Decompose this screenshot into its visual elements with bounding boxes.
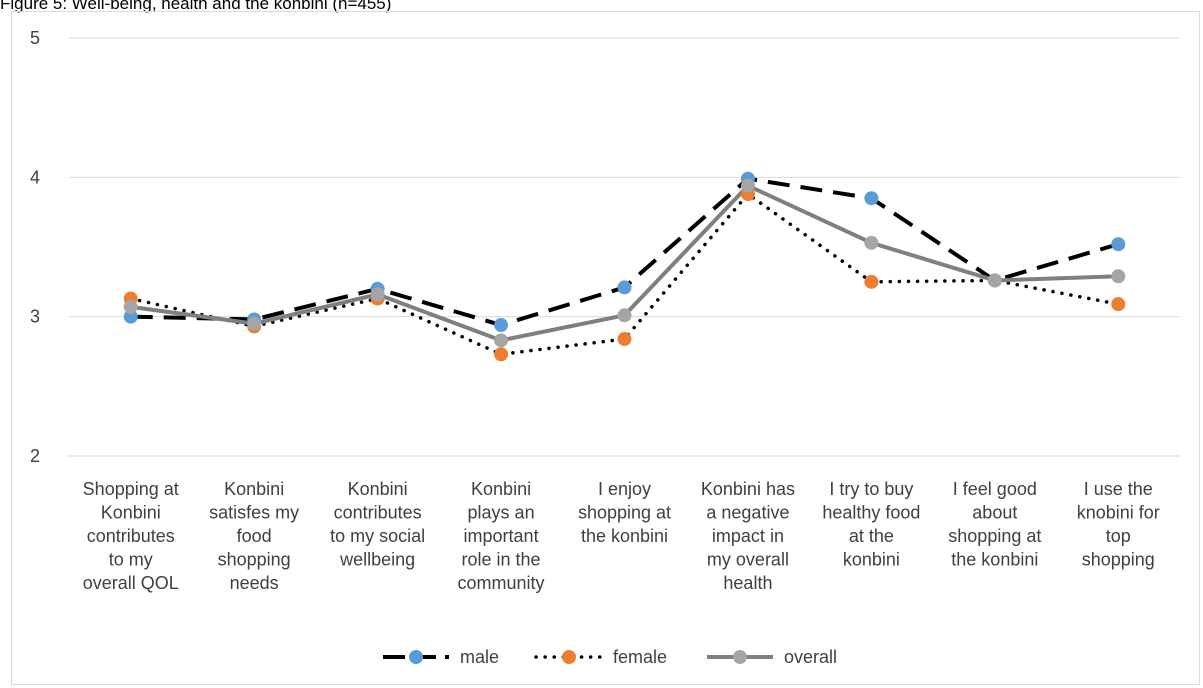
- series-line-male: [130, 176, 1119, 328]
- x-tick-label: Konbini contributes to my social wellbeing: [330, 479, 425, 570]
- chart-frame: [11, 11, 1200, 685]
- x-tick-label-line: the konbini: [581, 526, 668, 546]
- y-tick-label: 4: [30, 167, 40, 187]
- x-tick-label-line: Konbini: [348, 479, 408, 499]
- data-point-female: [1111, 297, 1126, 312]
- data-point-male: [123, 309, 138, 324]
- legend-marker-female: [562, 650, 576, 664]
- x-tick-label-line: shopping at: [948, 526, 1041, 546]
- x-tick-label: I feel good about shopping at the konbini: [948, 479, 1041, 570]
- x-tick-label: Konbini has a negative impact in my overall…: [701, 479, 795, 593]
- data-point-overall: [1111, 269, 1126, 284]
- data-point-male: [494, 318, 509, 333]
- x-tick-label-line: I try to buy: [829, 479, 913, 499]
- x-tick-label-line: Konbini: [471, 479, 531, 499]
- x-tick-label-line: at the: [849, 526, 894, 546]
- x-axis-labels: Shopping at Konbini contributes to my overal…: [83, 479, 1160, 593]
- x-tick-label-line: about: [972, 503, 1017, 523]
- x-tick-label-line: Konbini: [224, 479, 284, 499]
- x-tick-label-line: konbini: [843, 550, 900, 570]
- data-point-overall: [494, 333, 509, 348]
- data-point-female: [617, 331, 632, 346]
- x-tick-label: Konbini plays an important role in the commu…: [458, 479, 545, 593]
- data-point-male: [1111, 237, 1126, 252]
- data-point-overall: [617, 308, 632, 323]
- x-tick-label-line: food: [237, 526, 272, 546]
- x-tick-label-line: the konbini: [951, 550, 1038, 570]
- y-axis-ticks: 2 3 4 5: [30, 28, 40, 466]
- x-tick-label-line: to my social: [330, 526, 425, 546]
- legend-label-male: male: [460, 647, 499, 667]
- x-tick-label: Shopping at Konbini contributes to my overal…: [83, 479, 179, 593]
- x-tick-label: I enjoy shopping at the konbini: [578, 479, 671, 546]
- data-point-female: [864, 274, 879, 289]
- data-point-overall: [864, 235, 879, 250]
- chart-title: Figure 5: Well-being, health and the kon…: [0, 0, 392, 13]
- x-tick-label-line: I use the: [1084, 479, 1153, 499]
- y-tick-label: 2: [30, 446, 40, 466]
- x-tick-label-line: plays an: [468, 503, 535, 523]
- data-point-overall: [987, 273, 1002, 288]
- series-lines: [128, 176, 1121, 357]
- legend: male female overall: [383, 647, 837, 667]
- data-point-male: [864, 191, 879, 206]
- data-point-female: [494, 347, 509, 362]
- x-tick-label-line: my overall: [707, 550, 789, 570]
- x-tick-label-line: contributes: [87, 526, 175, 546]
- x-tick-label-line: I enjoy: [598, 479, 651, 499]
- series-line-female: [128, 192, 1121, 357]
- x-tick-label-line: role in the: [462, 550, 541, 570]
- x-tick-label-line: contributes: [334, 503, 422, 523]
- x-tick-label-line: community: [458, 573, 545, 593]
- x-tick-label-line: I feel good: [953, 479, 1037, 499]
- data-point-overall: [370, 287, 385, 302]
- y-tick-label: 5: [30, 28, 40, 48]
- x-tick-label-line: knobini for: [1077, 503, 1160, 523]
- legend-label-female: female: [613, 647, 667, 667]
- x-tick-label-line: satisfes my: [209, 503, 299, 523]
- x-tick-label-line: top: [1106, 526, 1131, 546]
- x-tick-label-line: important: [464, 526, 539, 546]
- series-markers: [123, 171, 1126, 362]
- x-tick-label-line: shopping at: [578, 503, 671, 523]
- x-tick-label: I use the knobini for top shopping: [1077, 479, 1160, 570]
- x-tick-label-line: to my: [109, 550, 153, 570]
- data-point-overall: [740, 178, 755, 193]
- x-tick-label-line: Konbini: [101, 503, 161, 523]
- legend-marker-overall: [733, 650, 747, 664]
- legend-marker-male: [409, 650, 423, 664]
- x-tick-label-line: shopping: [1082, 550, 1155, 570]
- x-tick-label-line: Konbini has: [701, 479, 795, 499]
- x-tick-label-line: Shopping at: [83, 479, 179, 499]
- x-tick-label-line: needs: [230, 573, 279, 593]
- legend-label-overall: overall: [784, 647, 837, 667]
- y-tick-label: 3: [30, 307, 40, 327]
- data-point-overall: [123, 299, 138, 314]
- data-point-male: [617, 280, 632, 295]
- x-tick-label-line: shopping: [218, 550, 291, 570]
- x-tick-label: Konbini satisfes my food shopping needs: [209, 479, 299, 593]
- x-tick-label-line: health: [723, 573, 772, 593]
- x-tick-label-line: a negative: [706, 503, 789, 523]
- x-tick-label-line: overall QOL: [83, 573, 179, 593]
- x-tick-label-line: healthy food: [822, 503, 920, 523]
- x-tick-label-line: wellbeing: [339, 550, 415, 570]
- x-tick-label: I try to buy healthy food at the konbini: [822, 479, 920, 570]
- data-point-overall: [247, 316, 262, 331]
- x-tick-label-line: impact in: [712, 526, 784, 546]
